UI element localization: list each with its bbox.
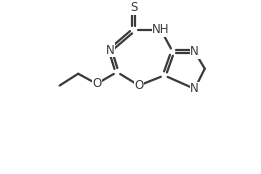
Text: NH: NH	[152, 23, 170, 36]
Text: S: S	[130, 1, 138, 14]
Text: N: N	[106, 44, 115, 57]
Text: N: N	[190, 45, 199, 58]
Text: O: O	[92, 77, 101, 90]
Text: N: N	[190, 82, 199, 95]
Text: O: O	[134, 79, 144, 92]
